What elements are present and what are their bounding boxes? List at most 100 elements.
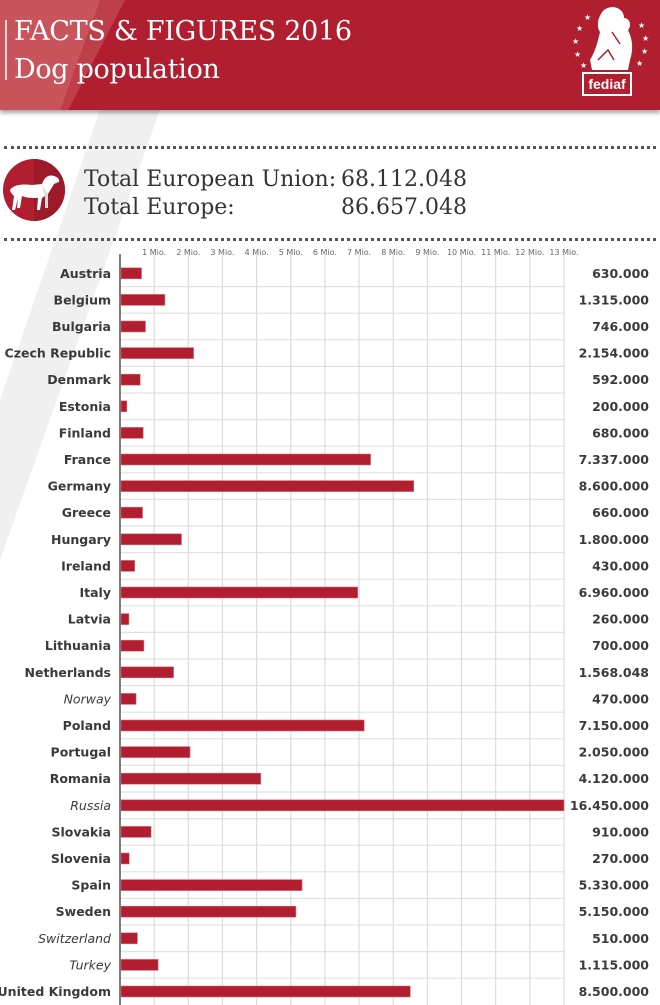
bar-slovakia bbox=[120, 826, 152, 838]
bar-united-kingdom bbox=[120, 985, 411, 998]
country-label: Greece bbox=[62, 505, 111, 520]
country-label: Slovakia bbox=[52, 824, 112, 839]
svg-text:★: ★ bbox=[636, 59, 643, 68]
bar-spain bbox=[120, 879, 303, 891]
value-label: 4.120.000 bbox=[579, 771, 650, 786]
value-label: 200.000 bbox=[592, 399, 649, 414]
bar-austria bbox=[120, 267, 142, 280]
bar-turkey bbox=[120, 959, 159, 971]
value-label: 7.337.000 bbox=[579, 452, 650, 467]
page-header: FACTS & FIGURES 2016 Dog population ★ ★ … bbox=[0, 0, 660, 110]
country-label: Switzerland bbox=[38, 931, 111, 946]
bar-belgium bbox=[120, 294, 166, 306]
country-label: Sweden bbox=[56, 904, 111, 919]
bar-sweden bbox=[120, 905, 297, 918]
country-label: United Kingdom bbox=[0, 984, 111, 999]
value-label: 470.000 bbox=[592, 691, 649, 706]
bar-finland bbox=[120, 427, 144, 439]
x-tick-label: 1 Mio. bbox=[142, 248, 166, 257]
value-label: 8.600.000 bbox=[579, 479, 650, 494]
bar-france bbox=[120, 453, 371, 466]
country-label: Denmark bbox=[47, 372, 111, 387]
x-tick-label: 3 Mio. bbox=[210, 248, 234, 257]
bar-estonia bbox=[120, 400, 128, 413]
country-label: Belgium bbox=[54, 292, 111, 307]
bar-portugal bbox=[120, 746, 191, 758]
value-label: 660.000 bbox=[592, 505, 649, 520]
value-label: 2.050.000 bbox=[579, 745, 650, 760]
value-label: 630.000 bbox=[592, 266, 649, 281]
bar-denmark bbox=[120, 373, 141, 386]
bar-netherlands bbox=[120, 666, 174, 679]
page-title: FACTS & FIGURES 2016 bbox=[14, 16, 352, 47]
bar-latvia bbox=[120, 613, 130, 625]
x-tick-label: 6 Mio. bbox=[313, 248, 337, 257]
total-eu-value: 68.112.048 bbox=[341, 167, 467, 192]
country-label: Italy bbox=[80, 585, 112, 600]
country-label: Portugal bbox=[51, 745, 111, 760]
x-tick-label: 8 Mio. bbox=[381, 248, 405, 257]
dotted-divider-bottom bbox=[4, 238, 656, 241]
value-label: 270.000 bbox=[592, 851, 649, 866]
fediaf-logo: ★ ★ ★ ★ ★ ★ ★ ★ ★ fediaf bbox=[568, 4, 652, 100]
bar-slovenia bbox=[120, 852, 130, 865]
country-label: Norway bbox=[64, 691, 112, 706]
country-label: Turkey bbox=[69, 957, 111, 972]
value-label: 2.154.000 bbox=[579, 346, 650, 361]
svg-text:★: ★ bbox=[641, 47, 648, 56]
page-subtitle: Dog population bbox=[14, 54, 220, 85]
bar-germany bbox=[120, 480, 415, 492]
value-label: 260.000 bbox=[592, 612, 649, 627]
value-label: 5.330.000 bbox=[579, 878, 650, 893]
value-label: 1.800.000 bbox=[579, 532, 650, 547]
country-label: Spain bbox=[71, 878, 111, 893]
bar-norway bbox=[120, 693, 137, 705]
dog-icon bbox=[3, 159, 65, 221]
value-label: 8.500.000 bbox=[579, 984, 650, 999]
svg-text:★: ★ bbox=[576, 24, 583, 33]
svg-text:★: ★ bbox=[638, 21, 645, 30]
value-label: 910.000 bbox=[592, 824, 649, 839]
value-label: 680.000 bbox=[592, 425, 649, 440]
country-label: Germany bbox=[48, 479, 111, 494]
country-label: Slovenia bbox=[51, 851, 111, 866]
country-label: Hungary bbox=[51, 532, 111, 547]
x-tick-label: 10 Mio. bbox=[447, 248, 476, 257]
country-label: Czech Republic bbox=[5, 346, 111, 361]
bar-lithuania bbox=[120, 639, 145, 652]
bar-ireland bbox=[120, 560, 135, 572]
value-label: 1.115.000 bbox=[579, 957, 650, 972]
country-label: Lithuania bbox=[45, 638, 111, 653]
x-tick-label: 11 Mio. bbox=[481, 248, 510, 257]
x-tick-label: 2 Mio. bbox=[176, 248, 200, 257]
total-europe-label: Total Europe: bbox=[84, 195, 235, 220]
country-label: Estonia bbox=[59, 399, 111, 414]
svg-text:★: ★ bbox=[572, 37, 579, 46]
country-label: Romania bbox=[50, 771, 111, 786]
value-label: 16.450.000 bbox=[570, 798, 649, 813]
value-label: 430.000 bbox=[592, 558, 649, 573]
dog-population-bar-chart: 1 Mio. 2 Mio. 3 Mio. 4 Mio. 5 Mio. 6 Mio. 7 Mi… bbox=[0, 248, 650, 1005]
value-label: 510.000 bbox=[592, 931, 649, 946]
header-diagonal-band bbox=[0, 0, 125, 110]
x-tick-label: 4 Mio. bbox=[245, 248, 269, 257]
country-label: Russia bbox=[70, 798, 111, 813]
svg-text:★: ★ bbox=[584, 13, 591, 22]
value-label: 5.150.000 bbox=[579, 904, 650, 919]
bar-romania bbox=[120, 772, 262, 785]
bar-russia bbox=[120, 799, 565, 812]
country-label: Netherlands bbox=[25, 665, 111, 680]
country-label: Bulgaria bbox=[52, 319, 111, 334]
bar-czech-republic bbox=[120, 347, 194, 359]
country-label: Finland bbox=[59, 425, 111, 440]
x-tick-label: 12 Mio. bbox=[515, 248, 544, 257]
header-accent-line bbox=[5, 20, 7, 80]
bar-poland bbox=[120, 719, 365, 732]
value-label: 1.315.000 bbox=[579, 292, 650, 307]
bar-hungary bbox=[120, 533, 182, 546]
total-eu-label: Total European Union: bbox=[84, 167, 337, 192]
total-europe-value: 86.657.048 bbox=[341, 195, 467, 220]
x-tick-label: 9 Mio. bbox=[415, 248, 439, 257]
bar-greece bbox=[120, 506, 143, 519]
country-label: France bbox=[64, 452, 111, 467]
